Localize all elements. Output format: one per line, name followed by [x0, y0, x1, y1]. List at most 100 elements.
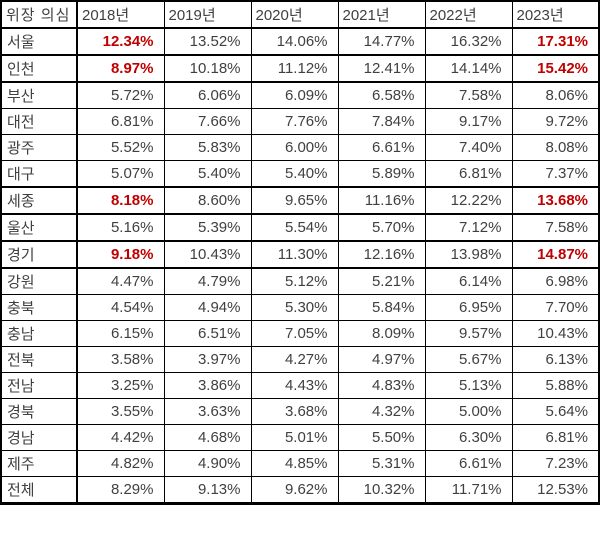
value-cell: 13.68% [511, 186, 600, 215]
value-cell: 6.81% [424, 160, 513, 188]
value-cell: 6.61% [424, 450, 513, 477]
value-cell: 6.09% [250, 81, 339, 109]
value-cell: 10.32% [337, 476, 426, 504]
table-row: 전체 8.29% 9.13% 9.62% 10.32% 11.71% 12.53… [0, 476, 600, 504]
value-cell: 6.15% [76, 320, 165, 347]
table-row: 경기 9.18% 10.43% 11.30% 12.16% 13.98% 14.… [0, 240, 600, 269]
region-cell: 제주 [0, 450, 78, 477]
region-cell: 전북 [0, 346, 78, 373]
value-cell: 4.27% [250, 346, 339, 373]
region-cell: 대전 [0, 108, 78, 135]
value-cell: 5.39% [163, 213, 252, 242]
value-cell: 5.31% [337, 450, 426, 477]
value-cell: 5.67% [424, 346, 513, 373]
region-cell: 경남 [0, 424, 78, 451]
value-cell: 3.86% [163, 372, 252, 399]
value-cell: 14.14% [424, 54, 513, 83]
table-row: 충북 4.54% 4.94% 5.30% 5.84% 6.95% 7.70% [0, 294, 600, 321]
table-row: 서울 12.34% 13.52% 14.06% 14.77% 16.32% 17… [0, 27, 600, 56]
value-cell: 6.00% [250, 134, 339, 161]
value-cell: 5.12% [250, 267, 339, 295]
value-cell: 5.21% [337, 267, 426, 295]
value-cell: 15.42% [511, 54, 600, 83]
value-cell: 6.81% [76, 108, 165, 135]
value-cell: 3.97% [163, 346, 252, 373]
value-cell: 4.42% [76, 424, 165, 451]
region-cell: 충남 [0, 320, 78, 347]
table-row: 인천 8.97% 10.18% 11.12% 12.41% 14.14% 15.… [0, 54, 600, 83]
value-cell: 6.30% [424, 424, 513, 451]
value-cell: 16.32% [424, 27, 513, 56]
value-cell: 8.09% [337, 320, 426, 347]
region-cell: 충북 [0, 294, 78, 321]
value-cell: 6.95% [424, 294, 513, 321]
value-cell: 5.70% [337, 213, 426, 242]
value-cell: 14.77% [337, 27, 426, 56]
value-cell: 5.01% [250, 424, 339, 451]
value-cell: 17.31% [511, 27, 600, 56]
value-cell: 6.98% [511, 267, 600, 295]
value-cell: 5.54% [250, 213, 339, 242]
value-cell: 4.54% [76, 294, 165, 321]
region-cell: 강원 [0, 267, 78, 295]
column-header-label: 위장 의심 [0, 0, 78, 29]
table-row: 울산 5.16% 5.39% 5.54% 5.70% 7.12% 7.58% [0, 213, 600, 242]
value-cell: 4.32% [337, 398, 426, 425]
value-cell: 4.47% [76, 267, 165, 295]
value-cell: 11.30% [250, 240, 339, 269]
table-body: 서울 12.34% 13.52% 14.06% 14.77% 16.32% 17… [0, 27, 600, 504]
value-cell: 9.13% [163, 476, 252, 504]
value-cell: 7.23% [511, 450, 600, 477]
value-cell: 7.70% [511, 294, 600, 321]
table-row: 세종 8.18% 8.60% 9.65% 11.16% 12.22% 13.68… [0, 186, 600, 215]
value-cell: 13.98% [424, 240, 513, 269]
value-cell: 4.82% [76, 450, 165, 477]
value-cell: 5.88% [511, 372, 600, 399]
value-cell: 7.40% [424, 134, 513, 161]
column-header-2021: 2021년 [337, 0, 426, 29]
value-cell: 12.53% [511, 476, 600, 504]
table-row: 대전 6.81% 7.66% 7.76% 7.84% 9.17% 9.72% [0, 108, 600, 135]
table-row: 대구 5.07% 5.40% 5.40% 5.89% 6.81% 7.37% [0, 160, 600, 188]
table-row: 전남 3.25% 3.86% 4.43% 4.83% 5.13% 5.88% [0, 372, 600, 399]
value-cell: 12.22% [424, 186, 513, 215]
value-cell: 8.06% [511, 81, 600, 109]
region-cell: 부산 [0, 81, 78, 109]
value-cell: 3.55% [76, 398, 165, 425]
value-cell: 12.41% [337, 54, 426, 83]
table-row: 강원 4.47% 4.79% 5.12% 5.21% 6.14% 6.98% [0, 267, 600, 295]
value-cell: 5.50% [337, 424, 426, 451]
value-cell: 3.68% [250, 398, 339, 425]
value-cell: 4.94% [163, 294, 252, 321]
value-cell: 9.17% [424, 108, 513, 135]
table-row: 광주 5.52% 5.83% 6.00% 6.61% 7.40% 8.08% [0, 134, 600, 161]
value-cell: 3.63% [163, 398, 252, 425]
value-cell: 5.13% [424, 372, 513, 399]
value-cell: 6.14% [424, 267, 513, 295]
suspicion-rate-table: 위장 의심 2018년 2019년 2020년 2021년 2022년 2023… [0, 0, 600, 505]
value-cell: 6.81% [511, 424, 600, 451]
value-cell: 12.34% [76, 27, 165, 56]
value-cell: 4.43% [250, 372, 339, 399]
value-cell: 8.18% [76, 186, 165, 215]
value-cell: 5.64% [511, 398, 600, 425]
table-row: 경북 3.55% 3.63% 3.68% 4.32% 5.00% 5.64% [0, 398, 600, 425]
value-cell: 11.71% [424, 476, 513, 504]
value-cell: 8.08% [511, 134, 600, 161]
value-cell: 7.84% [337, 108, 426, 135]
value-cell: 4.83% [337, 372, 426, 399]
column-header-2018: 2018년 [76, 0, 165, 29]
value-cell: 9.18% [76, 240, 165, 269]
table-row: 부산 5.72% 6.06% 6.09% 6.58% 7.58% 8.06% [0, 81, 600, 109]
value-cell: 4.79% [163, 267, 252, 295]
value-cell: 5.52% [76, 134, 165, 161]
region-cell: 경기 [0, 240, 78, 269]
region-cell: 대구 [0, 160, 78, 188]
value-cell: 8.60% [163, 186, 252, 215]
region-cell: 광주 [0, 134, 78, 161]
value-cell: 7.12% [424, 213, 513, 242]
value-cell: 3.25% [76, 372, 165, 399]
value-cell: 4.85% [250, 450, 339, 477]
value-cell: 8.29% [76, 476, 165, 504]
value-cell: 7.66% [163, 108, 252, 135]
